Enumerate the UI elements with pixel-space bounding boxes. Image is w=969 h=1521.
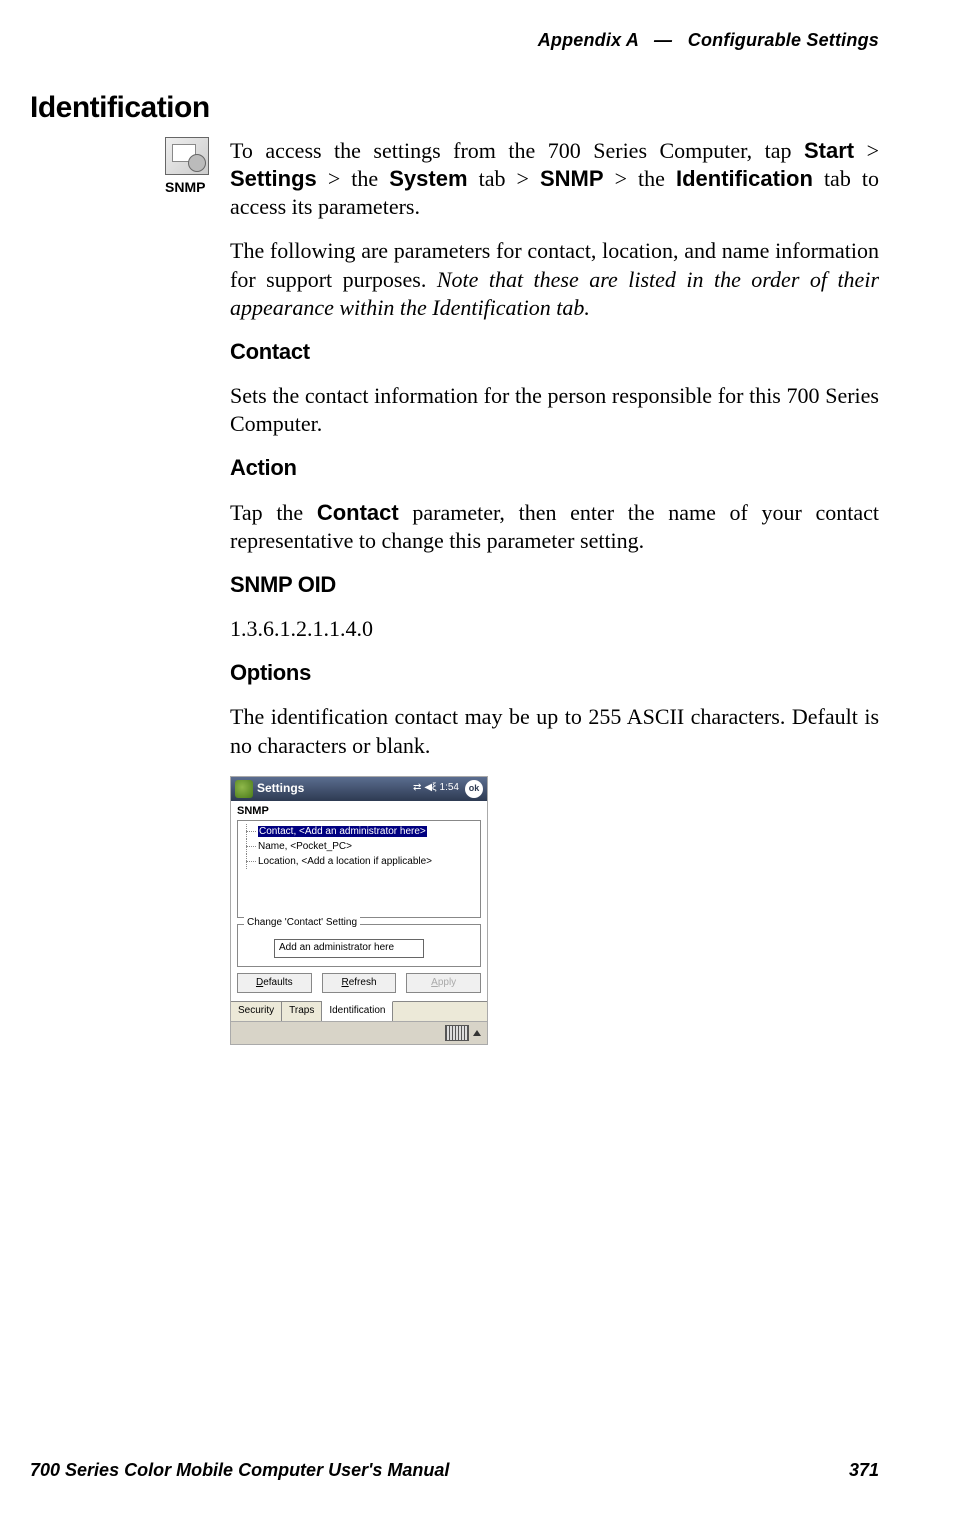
icon-column: SNMP: [30, 137, 230, 195]
tree-row[interactable]: Name, <Pocket_PC>: [242, 839, 476, 854]
oid-heading: SNMP OID: [230, 571, 879, 599]
tree-item-contact[interactable]: Contact, <Add an administrator here>: [258, 826, 427, 837]
tree-item-name[interactable]: Name, <Pocket_PC>: [258, 841, 352, 852]
footer-page-number: 371: [849, 1460, 879, 1481]
defaults-button[interactable]: Defaults: [237, 973, 312, 994]
tree-row[interactable]: Location, <Add a location if applicable>: [242, 854, 476, 869]
titlebar-text: Settings: [257, 781, 413, 796]
bold-settings: Settings: [230, 166, 317, 191]
action-body: Tap the Contact parameter, then enter th…: [230, 499, 879, 555]
speaker-icon: ◀ξ: [424, 782, 436, 795]
text-fragment: tab >: [468, 166, 540, 191]
arrow-up-icon[interactable]: [473, 1030, 481, 1036]
keyboard-icon[interactable]: [445, 1025, 469, 1041]
options-heading: Options: [230, 659, 879, 687]
contact-input[interactable]: Add an administrator here: [274, 939, 424, 958]
btn-text: pply: [438, 977, 456, 988]
section-title: Identification: [30, 91, 879, 125]
contact-body: Sets the contact information for the per…: [230, 382, 879, 438]
btn-underline: A: [431, 977, 438, 988]
intro-paragraph-1: To access the settings from the 700 Seri…: [230, 137, 879, 221]
header-sep: —: [654, 30, 672, 50]
ok-button[interactable]: ok: [465, 780, 483, 798]
start-icon[interactable]: [235, 780, 253, 798]
refresh-button[interactable]: Refresh: [322, 973, 397, 994]
change-setting-group: Change 'Contact' Setting Add an administ…: [237, 924, 481, 967]
options-body: The identification contact may be up to …: [230, 703, 879, 759]
tree-view[interactable]: Contact, <Add an administrator here> Nam…: [237, 820, 481, 918]
bottom-bar: [231, 1021, 487, 1044]
tab-row: Security Traps Identification: [231, 1001, 487, 1021]
bold-contact: Contact: [317, 500, 399, 525]
bold-identification: Identification: [676, 166, 813, 191]
text-fragment: Tap the: [230, 500, 317, 525]
apply-button: Apply: [406, 973, 481, 994]
action-heading: Action: [230, 454, 879, 482]
btn-text: efaults: [263, 977, 292, 988]
button-row: Defaults Refresh Apply: [237, 973, 481, 994]
system-tray: ⇄ ◀ξ 1:54 ok: [413, 780, 483, 798]
page-footer: 700 Series Color Mobile Computer User's …: [30, 1460, 879, 1481]
text-fragment: > the: [604, 166, 676, 191]
bold-system: System: [389, 166, 467, 191]
header-title: Configurable Settings: [688, 30, 879, 50]
tree-item-location[interactable]: Location, <Add a location if applicable>: [258, 856, 432, 867]
device-screenshot: Settings ⇄ ◀ξ 1:54 ok SNMP Contact, <Add…: [230, 776, 488, 1045]
intro-paragraph-2: The following are parameters for contact…: [230, 237, 879, 321]
clock-text: 1:54: [440, 782, 459, 795]
btn-text: efresh: [349, 977, 377, 988]
tab-identification[interactable]: Identification: [322, 1001, 393, 1021]
text-fragment: To access the settings from the 700 Seri…: [230, 138, 804, 163]
tree-row[interactable]: Contact, <Add an administrator here>: [242, 824, 476, 839]
btn-underline: R: [341, 977, 348, 988]
text-fragment: >: [854, 138, 879, 163]
titlebar: Settings ⇄ ◀ξ 1:54 ok: [231, 777, 487, 801]
page-header: Appendix A — Configurable Settings: [30, 30, 879, 51]
text-fragment: > the: [317, 166, 389, 191]
body-text: To access the settings from the 700 Seri…: [230, 137, 879, 1045]
footer-manual-title: 700 Series Color Mobile Computer User's …: [30, 1460, 449, 1481]
snmp-icon-label: SNMP: [165, 179, 230, 195]
group-legend: Change 'Contact' Setting: [244, 917, 360, 930]
tab-traps[interactable]: Traps: [282, 1002, 322, 1021]
bold-snmp: SNMP: [540, 166, 604, 191]
contact-heading: Contact: [230, 338, 879, 366]
tab-security[interactable]: Security: [231, 1002, 282, 1021]
connectivity-icon: ⇄: [413, 782, 421, 795]
snmp-icon: [165, 137, 209, 175]
bold-start: Start: [804, 138, 854, 163]
oid-value: 1.3.6.1.2.1.1.4.0: [230, 615, 879, 643]
app-title: SNMP: [231, 801, 487, 820]
header-appendix: Appendix A: [538, 30, 639, 50]
